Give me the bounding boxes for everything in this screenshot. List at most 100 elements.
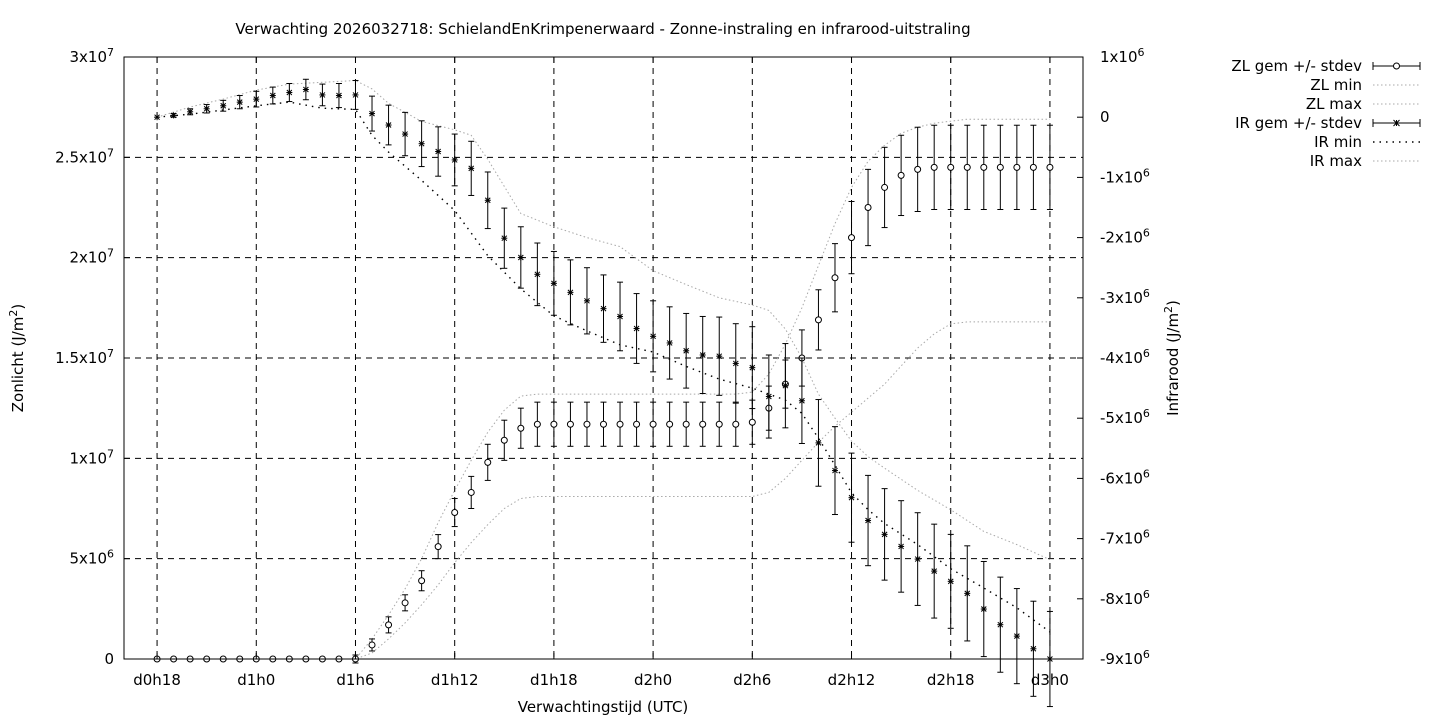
legend-label: IR min (1314, 133, 1362, 151)
legend-entry: IR gem +/- stdev (1235, 114, 1421, 132)
star-stroke (584, 297, 590, 304)
x-tick-label: d1h6 (336, 671, 374, 689)
data-point (996, 163, 1004, 171)
star-stroke (931, 568, 938, 574)
star-stroke (435, 148, 442, 155)
y2-axis-label-base: Infrarood (J/m (1164, 313, 1182, 416)
star-stroke (236, 99, 243, 106)
data-point (484, 197, 491, 204)
data-point (716, 353, 723, 360)
legend-label: ZL min (1310, 76, 1362, 94)
data-point (798, 397, 805, 404)
data-point (848, 494, 855, 501)
x-tick-label: d2h0 (634, 671, 672, 689)
data-point (682, 420, 690, 428)
x-axis-label: Verwachtingstijd (UTC) (518, 698, 689, 716)
star-stroke (319, 92, 326, 98)
y2-tick-label: -2x106 (1100, 227, 1150, 247)
data-point (897, 171, 905, 179)
data-point (484, 458, 492, 466)
data-point (435, 148, 442, 155)
y-axis-label-base: Zonlicht (J/m (9, 317, 27, 413)
data-point (765, 393, 772, 400)
data-point (649, 420, 657, 428)
x-tick-label: d2h18 (927, 671, 975, 689)
y2-tick-label: -6x106 (1100, 467, 1150, 487)
y-tick-label: 0 (104, 650, 114, 668)
data-point (368, 641, 376, 649)
data-point (600, 305, 607, 312)
legend-label: ZL max (1306, 95, 1362, 113)
y-tick-label-base: 5x10 (69, 550, 107, 568)
star-stroke (220, 102, 227, 109)
data-point (699, 351, 706, 358)
star-stroke (848, 494, 855, 501)
data-point (1046, 163, 1054, 171)
x-tick-label: d0h18 (133, 671, 181, 689)
star-stroke (170, 112, 177, 119)
y-axis-label-sup: 2 (7, 310, 20, 317)
y2-tick-label-base: -2x10 (1100, 229, 1143, 247)
data-point (848, 234, 856, 242)
data-point (831, 467, 838, 474)
y2-tick-label-base: -9x10 (1100, 650, 1143, 668)
x-tick-label: d1h0 (237, 671, 275, 689)
star-stroke (947, 578, 954, 585)
legend-label: IR gem +/- stdev (1235, 114, 1362, 132)
x-tick-label: d1h12 (431, 671, 479, 689)
data-point (732, 360, 739, 367)
data-point (385, 122, 392, 129)
y2-tick-label: 1x106 (1100, 46, 1145, 66)
data-point (369, 110, 376, 117)
data-point (434, 543, 442, 551)
y-tick-label: 2x107 (69, 247, 114, 267)
data-point (865, 517, 872, 524)
star-stroke (815, 440, 822, 446)
y2-tick-label-base: 1x10 (1100, 48, 1138, 66)
y2-tick-label-base: -1x10 (1100, 168, 1143, 186)
axis-ticks: d0h18 d1h0 d1h6 d1h12 d1h18 d2h0 d2h6 d2h12 d2h1… (55, 46, 1150, 689)
star-stroke (303, 86, 309, 93)
data-point (500, 436, 508, 444)
star-stroke (154, 114, 160, 121)
series-ir-gem-stdev (154, 78, 1053, 708)
data-point (401, 599, 409, 607)
star-stroke (716, 353, 723, 360)
data-point (616, 420, 624, 428)
y-tick-label: 5x106 (69, 548, 114, 568)
data-point (187, 108, 194, 115)
data-point (236, 99, 243, 106)
y-tick-label-exp: 7 (107, 46, 114, 59)
legend-label: IR max (1310, 152, 1362, 170)
star-stroke (782, 382, 789, 389)
star-stroke (352, 92, 359, 98)
data-point (517, 254, 524, 261)
star-stroke (749, 364, 756, 371)
data-point (533, 420, 541, 428)
data-point (881, 531, 888, 538)
legend-entry: IR min (1314, 133, 1420, 151)
data-point (864, 204, 872, 211)
y-tick-label-exp: 7 (107, 347, 114, 360)
y2-tick-label-exp: 6 (1143, 166, 1150, 179)
data-point (451, 509, 459, 517)
star-stroke (765, 393, 772, 400)
y-tick-label-base: 1.5x10 (55, 349, 107, 367)
y2-tick-label-exp: 6 (1143, 648, 1150, 661)
data-point (286, 89, 293, 96)
data-point (550, 280, 557, 287)
y2-axis-label: Infrarood (J/m2) (1162, 300, 1182, 416)
data-point (170, 112, 177, 119)
star-stroke (617, 313, 623, 320)
y-tick-label-exp: 7 (107, 247, 114, 260)
data-point (567, 289, 574, 296)
data-point (583, 297, 590, 304)
data-point (269, 92, 276, 99)
data-point (831, 274, 839, 282)
data-point (451, 156, 458, 163)
data-point (881, 183, 889, 191)
data-point (517, 424, 525, 432)
star-stroke (253, 96, 260, 102)
data-point (749, 364, 756, 371)
chart-title: Verwachting 2026032718: SchielandEnKrimp… (235, 20, 970, 38)
